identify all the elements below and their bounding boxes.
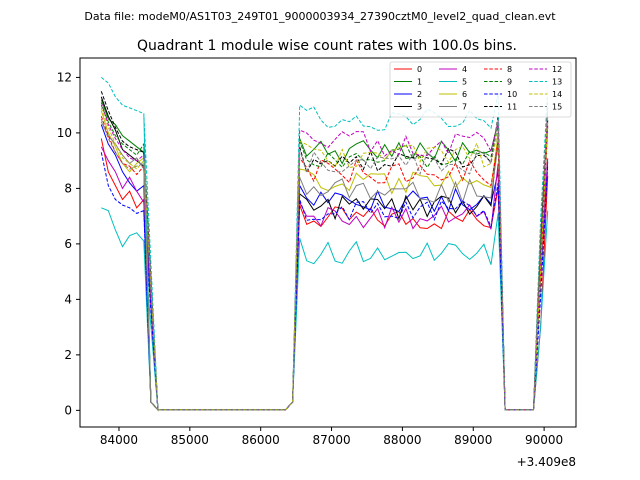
x-axis-offset-label: +3.409e8 <box>517 455 576 469</box>
y-tick-label: 6 <box>64 237 72 251</box>
legend-label-7: 7 <box>462 103 467 112</box>
y-tick-label: 0 <box>64 403 72 417</box>
legend-label-10: 10 <box>507 90 517 99</box>
legend-label-14: 14 <box>552 90 562 99</box>
y-tick-label: 4 <box>64 292 72 306</box>
x-axis: 84000 85000 86000 87000 88000 89000 90000 <box>100 427 563 447</box>
x-tick-label: 86000 <box>242 433 280 447</box>
plot-area <box>79 57 577 428</box>
x-tick-label: 89000 <box>454 433 492 447</box>
legend-label-15: 15 <box>552 103 562 112</box>
series-line-11 <box>100 91 549 412</box>
legend-label-2: 2 <box>417 90 422 99</box>
y-tick-label: 12 <box>57 70 72 84</box>
axes-frame <box>79 57 577 428</box>
chart-title: Quadrant 1 module wise count rates with … <box>137 38 517 54</box>
legend-frame <box>389 61 572 118</box>
legend-label-9: 9 <box>507 78 512 87</box>
y-tick-label: 10 <box>57 126 72 140</box>
legend-label-13: 13 <box>552 78 562 87</box>
y-tick-label: 2 <box>64 348 72 362</box>
legend-label-1: 1 <box>417 78 422 87</box>
series-group <box>100 77 549 412</box>
x-tick-label: 84000 <box>100 433 138 447</box>
legend-label-5: 5 <box>462 78 467 87</box>
series-line-9 <box>100 105 549 412</box>
legend-label-4: 4 <box>462 65 467 74</box>
x-tick-label: 85000 <box>171 433 209 447</box>
figure-suptitle: Data file: modeM0/AS1T03_249T01_90000039… <box>84 10 556 23</box>
legend-label-11: 11 <box>507 103 517 112</box>
y-axis: 0 2 4 6 8 10 12 <box>57 70 80 417</box>
y-tick-label: 8 <box>64 181 72 195</box>
legend-label-6: 6 <box>462 90 467 99</box>
legend-label-12: 12 <box>552 65 562 74</box>
series-line-15 <box>100 101 549 412</box>
legend-label-3: 3 <box>417 103 422 112</box>
x-tick-label: 88000 <box>383 433 421 447</box>
x-tick-label: 87000 <box>312 433 350 447</box>
x-tick-label: 90000 <box>525 433 563 447</box>
legend-label-0: 0 <box>417 65 422 74</box>
legend-label-8: 8 <box>507 65 512 74</box>
